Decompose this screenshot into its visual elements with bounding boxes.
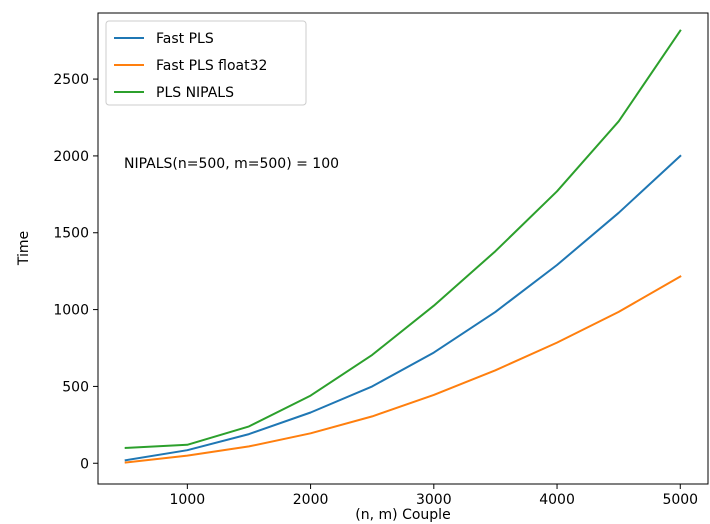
x-axis-ticks: 1000 2000 3000 4000 5000 — [170, 484, 698, 508]
x-axis-label: (n, m) Couple — [355, 507, 450, 523]
legend: Fast PLS Fast PLS float32 PLS NIPALS — [105, 20, 307, 106]
x-tick-label: 3000 — [416, 492, 452, 508]
series-line-0 — [124, 154, 682, 462]
series-layer — [124, 29, 682, 464]
legend-label-1: Fast PLS float32 — [156, 58, 267, 74]
y-axis-ticks: 0 500 1000 1500 2000 2500 — [53, 72, 98, 472]
x-tick-label: 1000 — [170, 492, 206, 508]
plot-frame — [97, 12, 709, 485]
y-tick-label: 1000 — [53, 303, 89, 319]
y-tick-label: 1500 — [53, 226, 89, 242]
series-line-2 — [124, 29, 682, 449]
y-axis-label: Time — [16, 231, 32, 266]
x-tick-label: 5000 — [662, 492, 698, 508]
y-tick-label: 2000 — [53, 149, 89, 165]
legend-label-2: PLS NIPALS — [156, 85, 234, 101]
x-tick-label: 4000 — [539, 492, 575, 508]
nipals-annotation: NIPALS(n=500, m=500) = 100 — [124, 156, 339, 172]
legend-label-0: Fast PLS — [156, 31, 214, 47]
y-tick-label: 2500 — [53, 72, 89, 88]
legend-frame — [105, 20, 307, 106]
y-tick-label: 0 — [80, 456, 89, 472]
x-tick-label: 2000 — [293, 492, 329, 508]
series-line-1 — [124, 275, 682, 464]
y-tick-label: 500 — [62, 379, 89, 395]
